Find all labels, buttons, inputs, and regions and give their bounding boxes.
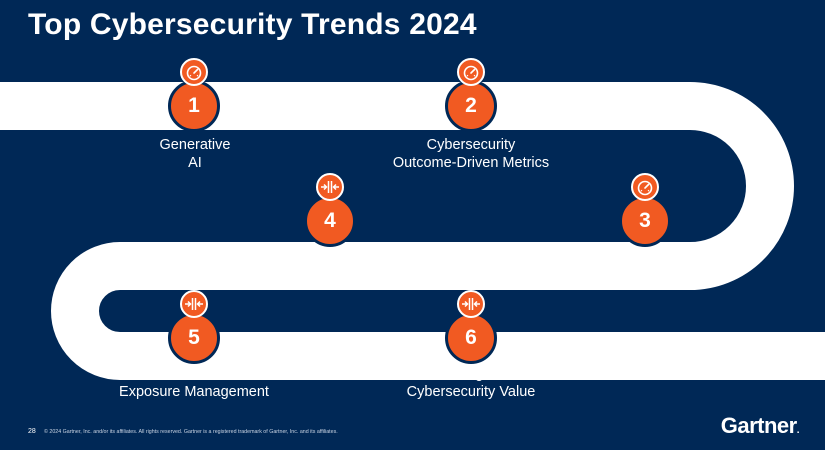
gartner-logo: Gartner. [720,413,800,439]
trend-label-6-line-2: Cybersecurity Value [406,384,536,400]
slide-title: Top Cybersecurity Trends 2024 [28,8,477,41]
trend-label-1-line-2: AI [188,155,202,171]
trend-label-2-line-1: Cybersecurity [426,137,516,153]
trend-number-6: 6 [445,312,497,364]
trend-label-1-line-1: Generative [159,137,231,153]
trend-label-3-line-1: Security Behavior & Culture [555,254,735,270]
trend-number-5: 5 [168,312,220,364]
copyright-notice: © 2024 Gartner, Inc. and/or its affiliat… [44,429,338,435]
logo-text: Gartner [720,413,797,438]
trend-marker-1: 1 [168,58,220,132]
page-number: 28 [28,428,36,435]
trend-label-3: Security Behavior & Culture Programs [540,253,750,289]
trend-label-6-line-1: Extending IAM's [418,366,524,382]
trend-label-2: Cybersecurity Outcome-Driven Metrics [371,136,571,172]
speedometer-icon [631,173,659,201]
trend-marker-5: 5 [168,290,220,364]
trend-label-2-line-2: Outcome-Driven Metrics [392,155,550,171]
trend-label-1: Generative AI [120,136,270,172]
trend-marker-4: 4 [304,173,356,247]
trend-label-4-line-1: Third-Party Cybersecurity [242,254,408,270]
trend-label-3-line-2: Programs [613,272,677,288]
trend-number-4: 4 [304,195,356,247]
trend-label-4: Third-Party Cybersecurity Risk Managemen… [220,253,430,289]
trend-label-5-line-2: Exposure Management [119,384,269,400]
trend-marker-3: 3 [619,173,671,247]
trend-label-5-line-1: Continuous Threat [134,366,254,382]
trend-marker-6: 6 [445,290,497,364]
trend-number-1: 1 [168,80,220,132]
collapse-arrows-icon [316,173,344,201]
logo-mark: . [796,425,800,436]
trend-label-4-line-2: Risk Management [266,272,384,288]
trend-number-3: 3 [619,195,671,247]
speedometer-icon [457,58,485,86]
trend-label-6: Extending IAM's Cybersecurity Value [386,365,556,401]
speedometer-icon [180,58,208,86]
collapse-arrows-icon [180,290,208,318]
trend-number-2: 2 [445,80,497,132]
collapse-arrows-icon [457,290,485,318]
trend-marker-2: 2 [445,58,497,132]
trend-label-5: Continuous Threat Exposure Management [104,365,284,401]
